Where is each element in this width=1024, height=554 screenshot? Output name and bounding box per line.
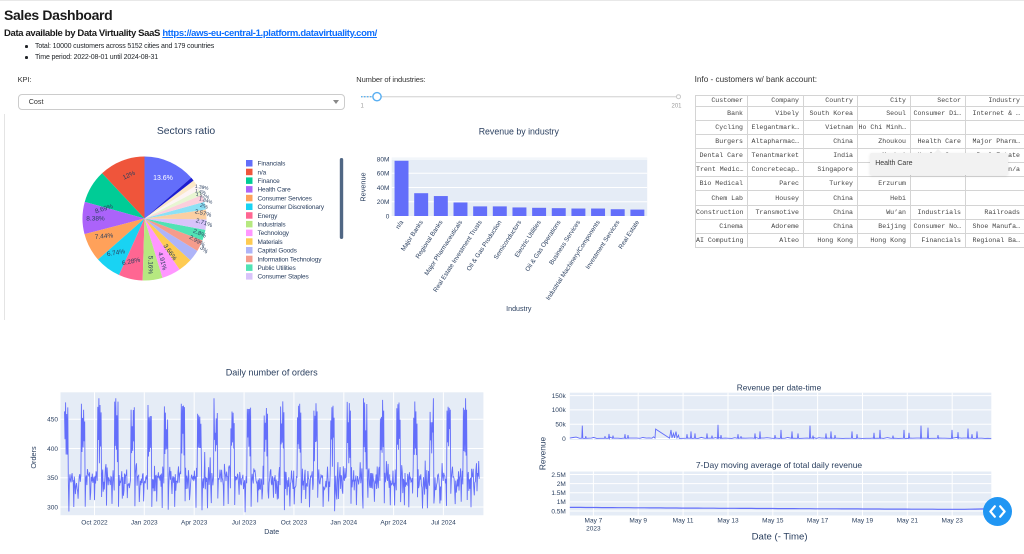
- svg-text:Orders: Orders: [29, 446, 38, 469]
- svg-text:May 19: May 19: [852, 517, 874, 524]
- svg-text:Revenue: Revenue: [359, 172, 368, 201]
- svg-text:Apr 2023: Apr 2023: [181, 520, 208, 527]
- svg-text:Energy: Energy: [258, 213, 279, 220]
- svg-text:May 15: May 15: [762, 517, 784, 524]
- svg-text:Apr 2024: Apr 2024: [380, 520, 407, 527]
- svg-text:May 11: May 11: [673, 517, 694, 524]
- svg-text:0.5M: 0.5M: [551, 508, 565, 515]
- svg-text:0: 0: [386, 213, 390, 220]
- svg-text:Industry: Industry: [506, 305, 532, 313]
- svg-text:2023: 2023: [586, 526, 601, 533]
- svg-text:Capital Goods: Capital Goods: [258, 248, 298, 255]
- svg-text:Consumer Discretionary: Consumer Discretionary: [258, 204, 325, 211]
- svg-text:1: 1: [361, 104, 365, 110]
- svg-text:201: 201: [671, 104, 682, 110]
- svg-text:Oct 2023: Oct 2023: [281, 520, 308, 527]
- svg-text:150k: 150k: [552, 393, 567, 400]
- svg-text:Oil & Gas Operations: Oil & Gas Operations: [524, 219, 562, 273]
- svg-text:7.44%: 7.44%: [95, 232, 114, 241]
- svg-text:Daily number of orders: Daily number of orders: [226, 368, 318, 378]
- svg-text:Industrials: Industrials: [258, 222, 287, 229]
- svg-text:0: 0: [562, 436, 566, 443]
- svg-text:Sectors ratio: Sectors ratio: [157, 126, 216, 137]
- svg-text:60M: 60M: [377, 171, 390, 178]
- svg-text:May 23: May 23: [942, 517, 964, 524]
- svg-text:Jul 2023: Jul 2023: [232, 520, 257, 527]
- svg-text:Financials: Financials: [258, 161, 287, 168]
- svg-text:May 17: May 17: [807, 517, 829, 524]
- svg-text:40M: 40M: [377, 185, 390, 192]
- svg-text:Materials: Materials: [258, 239, 284, 246]
- svg-text:20M: 20M: [377, 199, 390, 206]
- svg-text:350: 350: [47, 475, 58, 482]
- svg-text:May 7: May 7: [585, 517, 603, 524]
- svg-text:1.5M: 1.5M: [551, 490, 565, 497]
- svg-text:50k: 50k: [555, 422, 566, 429]
- svg-text:13.6%: 13.6%: [153, 175, 173, 182]
- svg-text:5.16%: 5.16%: [146, 256, 153, 275]
- svg-text:Oct 2022: Oct 2022: [81, 520, 108, 527]
- svg-text:Public Utilities: Public Utilities: [258, 265, 297, 272]
- svg-text:Information Technology: Information Technology: [258, 256, 323, 263]
- svg-text:80M: 80M: [377, 156, 390, 163]
- svg-text:1.39%: 1.39%: [194, 184, 209, 192]
- svg-text:2%: 2%: [199, 203, 209, 211]
- svg-text:Date (- Time): Date (- Time): [752, 531, 808, 542]
- svg-text:8.38%: 8.38%: [86, 215, 105, 222]
- svg-text:1.4%: 1.4%: [194, 188, 207, 196]
- svg-text:2.71%: 2.71%: [195, 218, 214, 229]
- svg-text:May 9: May 9: [629, 517, 647, 524]
- svg-text:Oil & Gas Production: Oil & Gas Production: [466, 219, 504, 273]
- svg-text:400: 400: [47, 446, 58, 453]
- svg-text:4.91%: 4.91%: [156, 251, 168, 271]
- svg-text:Revenue per date-time: Revenue per date-time: [737, 382, 822, 392]
- svg-text:300: 300: [47, 504, 58, 511]
- svg-text:2.5M: 2.5M: [551, 472, 565, 479]
- svg-text:Consumer Services: Consumer Services: [258, 195, 313, 202]
- svg-text:n/a: n/a: [258, 169, 267, 176]
- svg-text:Finance: Finance: [258, 178, 281, 185]
- svg-text:Real Estate: Real Estate: [617, 219, 641, 251]
- svg-text:Health Care: Health Care: [258, 187, 292, 194]
- svg-text:1.52%: 1.52%: [195, 192, 210, 201]
- svg-text:7-Day moving average of total: 7-Day moving average of total daily reve…: [696, 460, 863, 470]
- svg-text:Consumer Staples: Consumer Staples: [258, 274, 310, 281]
- svg-text:Date: Date: [264, 529, 279, 536]
- svg-text:May 21: May 21: [897, 517, 919, 524]
- svg-text:Jul 2024: Jul 2024: [431, 520, 456, 527]
- svg-text:100k: 100k: [552, 407, 567, 414]
- svg-text:Revenue by industry: Revenue by industry: [479, 126, 560, 136]
- svg-text:Jan 2023: Jan 2023: [131, 520, 158, 527]
- svg-text:May 13: May 13: [717, 517, 739, 524]
- svg-text:Revenue: Revenue: [538, 437, 548, 471]
- svg-text:2M: 2M: [557, 481, 566, 488]
- svg-text:6.28%: 6.28%: [122, 257, 142, 268]
- svg-text:1.84%: 1.84%: [198, 196, 213, 206]
- svg-text:Technology: Technology: [258, 230, 290, 237]
- svg-text:6.74%: 6.74%: [106, 248, 126, 258]
- svg-text:450: 450: [47, 417, 58, 424]
- svg-text:2.8%: 2.8%: [192, 229, 208, 240]
- svg-text:12%: 12%: [122, 170, 137, 182]
- svg-text:n/a: n/a: [395, 219, 406, 231]
- svg-text:Jan 2024: Jan 2024: [330, 520, 357, 527]
- svg-text:3%: 3%: [198, 245, 209, 256]
- svg-text:1M: 1M: [557, 499, 566, 506]
- svg-text:2.57%: 2.57%: [194, 209, 213, 219]
